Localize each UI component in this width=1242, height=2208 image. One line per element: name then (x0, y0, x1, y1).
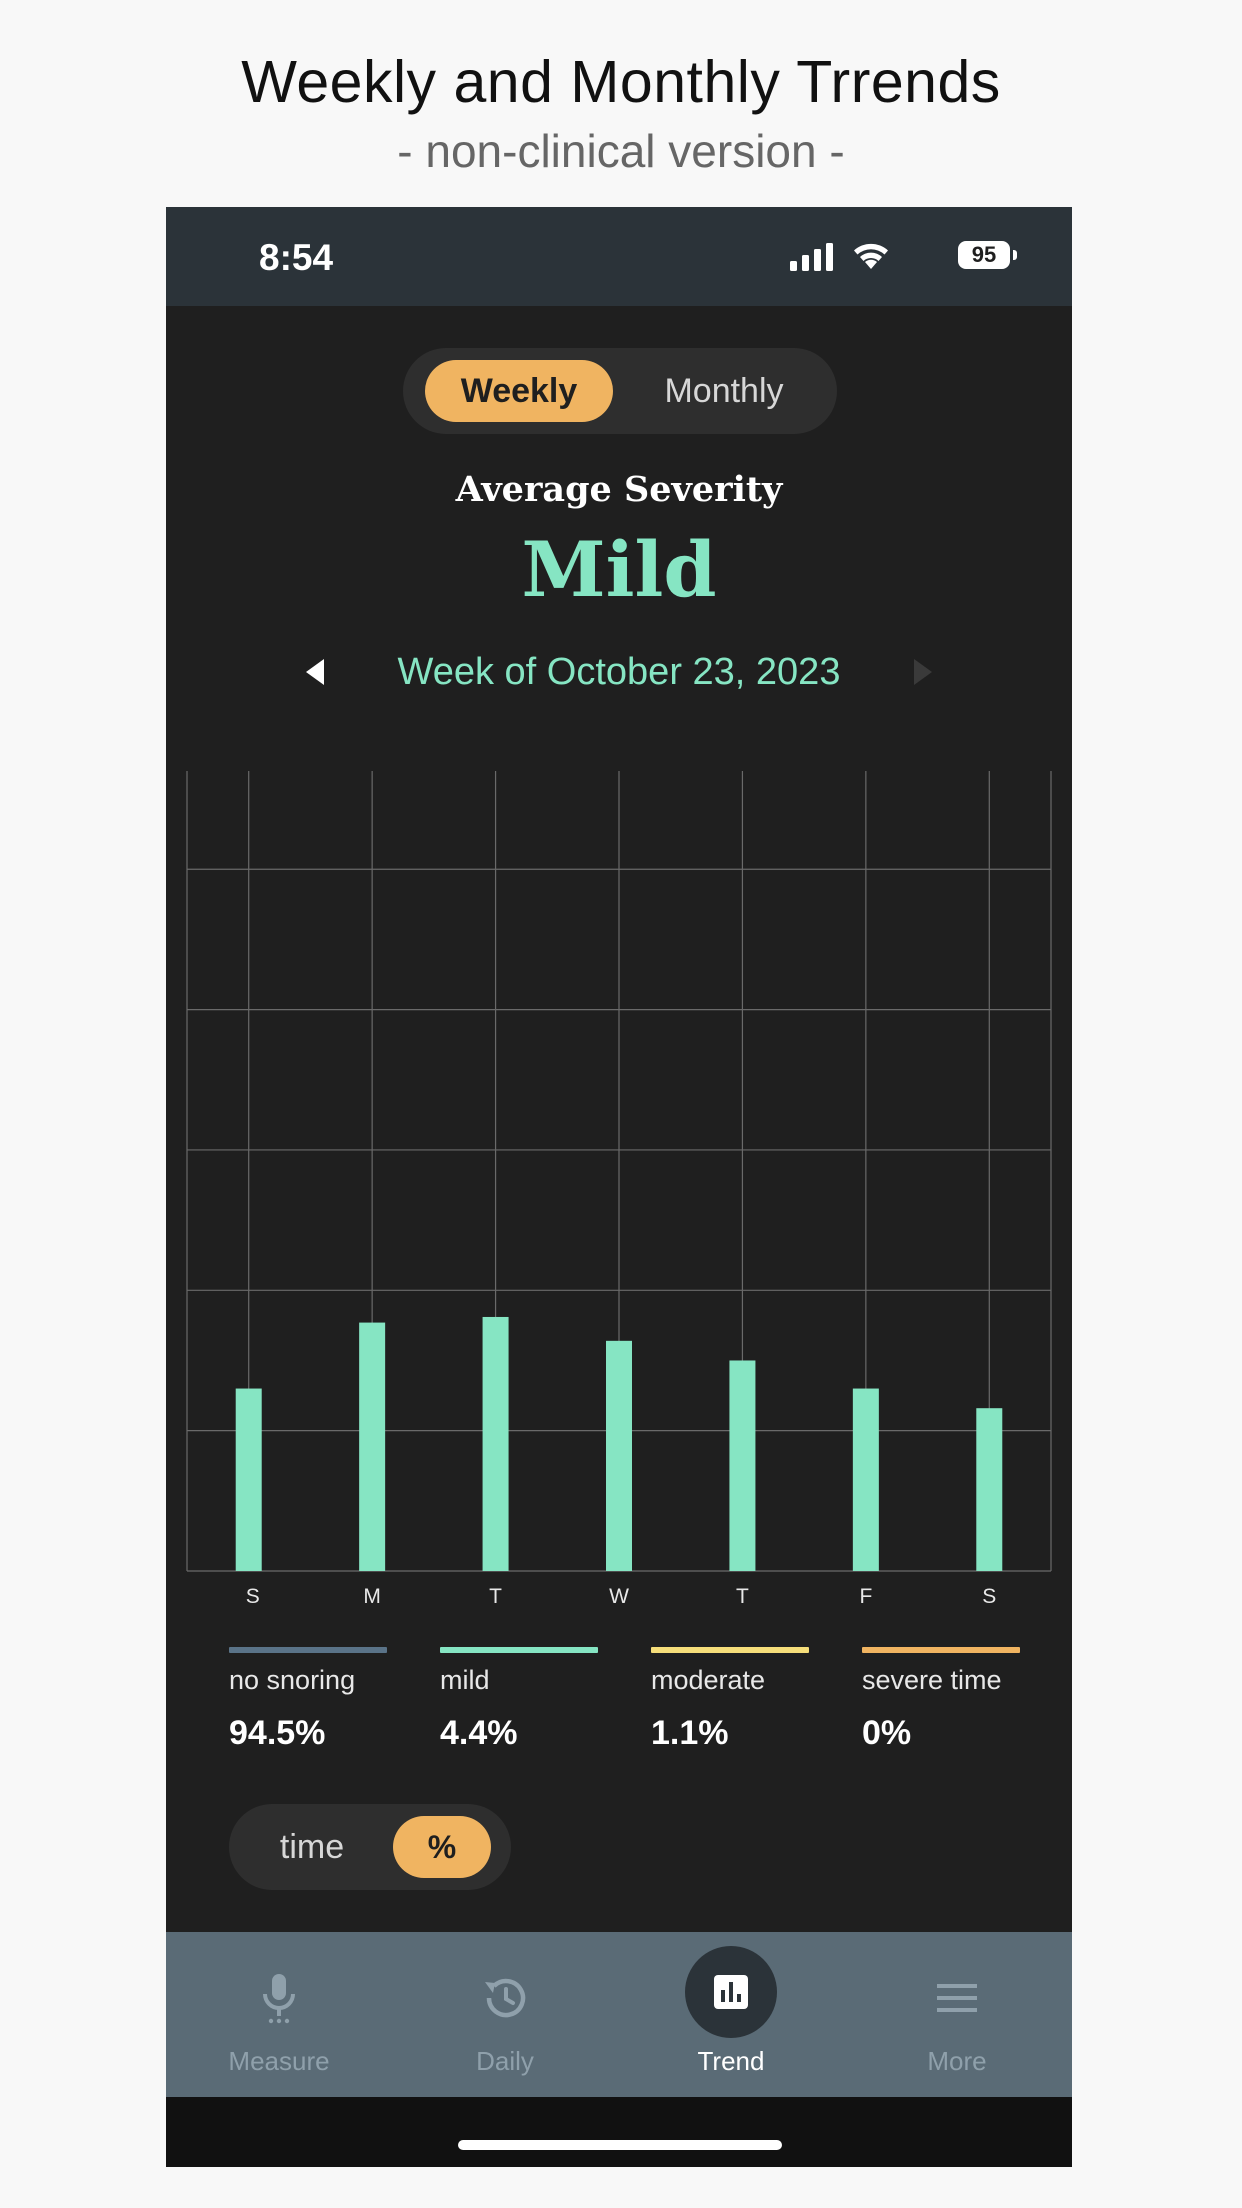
x-tick-label: T (489, 1585, 502, 1608)
legend-value: 4.4% (440, 1714, 518, 1752)
tab-label: Trend (697, 2046, 765, 2076)
legend-label: severe time (862, 1665, 1002, 1695)
bar (852, 1388, 879, 1571)
legend-swatch (229, 1647, 387, 1653)
unit-toggle: time % (229, 1804, 511, 1890)
legend-item-no-snoring: no snoring 94.5% (229, 1647, 399, 1753)
legend-swatch (651, 1647, 809, 1653)
legend-value: 0% (862, 1714, 912, 1752)
tab-monthly[interactable]: Monthly (664, 372, 784, 410)
tab-weekly[interactable]: Weekly (425, 360, 613, 422)
unit-percent-button[interactable]: % (393, 1816, 491, 1878)
bar-chart-icon (714, 1975, 748, 2009)
legend-item-moderate: moderate 1.1% (651, 1647, 821, 1753)
legend-swatch (440, 1647, 598, 1653)
x-tick-label: T (736, 1585, 749, 1608)
tab-label: Measure (228, 2046, 330, 2076)
legend-value: 1.1% (651, 1714, 729, 1752)
legend-item-severe: severe time 0% (862, 1647, 1032, 1753)
average-severity-value: Mild (521, 525, 717, 614)
menu-icon (937, 1984, 977, 2012)
triangle-right-icon[interactable] (914, 659, 932, 685)
wifi-icon (854, 243, 888, 269)
bar (359, 1322, 386, 1571)
tab-trend[interactable]: Trend (618, 1932, 844, 2097)
x-tick-label: W (609, 1585, 629, 1608)
home-indicator[interactable] (458, 2140, 782, 2150)
tab-measure[interactable]: Measure (166, 1932, 392, 2097)
x-tick-label: F (859, 1585, 872, 1608)
bar (729, 1360, 756, 1571)
period-toggle: Weekly Monthly (403, 348, 837, 434)
signal-icon (790, 243, 833, 271)
tab-label: More (927, 2046, 987, 2076)
tab-bar: Measure Daily Trend (166, 1932, 1072, 2097)
page-subtitle: - non-clinical version - (397, 125, 845, 177)
average-severity-label: Average Severity (455, 469, 783, 510)
home-area (166, 2097, 1072, 2167)
unit-time-button[interactable]: time (279, 1828, 345, 1866)
bar (976, 1408, 1003, 1571)
microphone-icon (263, 1974, 295, 2024)
status-icons: 95 (774, 239, 1017, 279)
phone-screen: 8:54 95 Weekly Monthly Average Severity … (166, 207, 1072, 2167)
legend-label: moderate (651, 1665, 766, 1695)
status-bar: 8:54 95 (166, 207, 1072, 306)
page-title: Weekly and Monthly Trrends (241, 49, 1001, 115)
tab-label: Daily (476, 2046, 534, 2076)
legend-item-mild: mild 4.4% (440, 1647, 610, 1753)
legend-swatch (862, 1647, 1020, 1653)
bar (482, 1316, 509, 1571)
status-time: 8:54 (259, 237, 334, 278)
legend: no snoring 94.5% mild 4.4% moderate 1.1%… (229, 1647, 1029, 1777)
tab-more[interactable]: More (844, 1932, 1070, 2097)
bar (235, 1388, 262, 1571)
bar (606, 1340, 632, 1571)
legend-value: 94.5% (229, 1714, 326, 1752)
history-icon (485, 1978, 526, 2018)
week-label: Week of October 23, 2023 (397, 651, 841, 693)
tab-daily[interactable]: Daily (392, 1932, 618, 2097)
battery-icon: 95 (958, 241, 1017, 269)
x-tick-label: S (246, 1585, 260, 1608)
triangle-left-icon[interactable] (306, 659, 324, 685)
x-tick-label: M (363, 1585, 381, 1608)
x-tick-label: S (982, 1585, 996, 1608)
legend-label: no snoring (229, 1665, 356, 1695)
legend-label: mild (440, 1665, 490, 1695)
